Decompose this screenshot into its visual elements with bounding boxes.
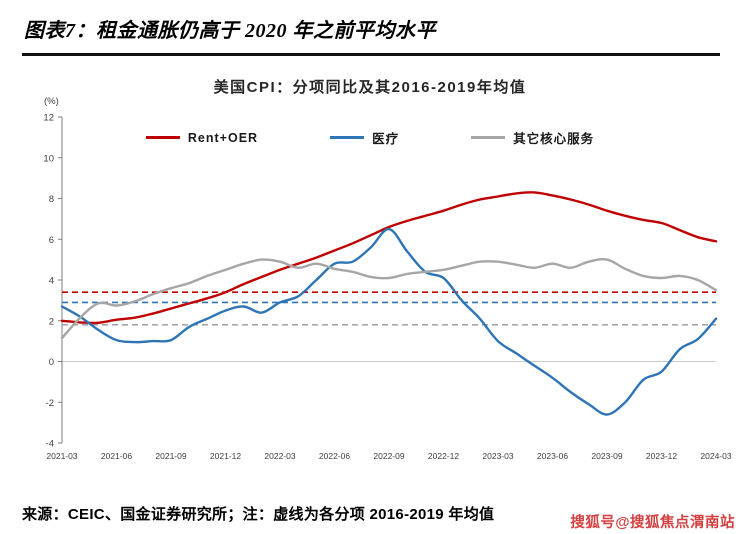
legend-label-medical: 医疗 <box>372 132 400 146</box>
legend-line-swatch-medical <box>330 136 365 139</box>
x-axis-tick-label: 2023-12 <box>646 451 677 461</box>
y-axis-tick-label: 4 <box>49 276 54 287</box>
x-axis-tick-label: 2021-09 <box>155 451 186 461</box>
x-axis-tick-label: 2022-06 <box>319 451 350 461</box>
y-axis-tick-label: 8 <box>49 194 54 205</box>
x-axis-tick-label: 2021-03 <box>46 451 77 461</box>
y-axis-tick-label: 12 <box>43 113 54 124</box>
legend-item-other-core-services: 其它核心服务 <box>471 128 594 147</box>
series-line-medical <box>60 227 718 416</box>
legend-label-rent-oer: Rent+OER <box>187 130 259 145</box>
cpi-chart: 美国CPI：分项同比及其2016-2019年均值 (%) Rent+OER 医疗 其… <box>0 76 740 473</box>
x-axis-tick-label: 2023-09 <box>591 451 622 461</box>
x-axis-tick-label: 2021-12 <box>210 451 241 461</box>
figure-footer: 来源：CEIC、国金证券研究所；注：虚线为各分项 2016-2019 年均值 <box>22 503 720 524</box>
legend-item-rent-oer: Rent+OER <box>145 130 259 145</box>
y-axis-tick-label: -2 <box>46 398 54 409</box>
x-axis-tick-label: 2024-03 <box>700 451 731 461</box>
y-axis-tick-label: 2 <box>49 316 54 327</box>
figure-title: 图表7：租金通胀仍高于 2020 年之前平均水平 <box>24 20 436 42</box>
x-axis-tick-label: 2022-09 <box>373 451 404 461</box>
x-axis-tick-label: 2021-06 <box>101 451 132 461</box>
chart-legend: Rent+OER 医疗 其它核心服务 <box>0 128 740 147</box>
y-axis-unit-label: (%) <box>44 96 59 107</box>
legend-item-medical: 医疗 <box>330 128 399 147</box>
source-note: 来源：CEIC、国金证券研究所；注：虚线为各分项 2016-2019 年均值 <box>22 506 495 523</box>
y-axis-tick-label: 10 <box>43 153 54 164</box>
legend-line-swatch-other-core-services <box>471 136 506 139</box>
series-line-other-core-services <box>60 258 718 340</box>
y-axis-tick-label: 0 <box>49 357 54 368</box>
watermark: 搜狐号@搜狐焦点渭南站 <box>570 515 735 531</box>
y-axis-tick-label: 6 <box>49 235 54 246</box>
x-axis-tick-label: 2022-03 <box>264 451 295 461</box>
series-line-rent-oer <box>60 191 718 325</box>
y-axis-tick-label: -4 <box>46 439 54 450</box>
legend-line-swatch-rent-oer <box>145 136 180 139</box>
x-axis-tick-label: 2023-03 <box>482 451 513 461</box>
figure-header: 图表7：租金通胀仍高于 2020 年之前平均水平 <box>22 10 720 56</box>
legend-label-other-core-services: 其它核心服务 <box>513 132 595 146</box>
x-axis-tick-label: 2023-06 <box>537 451 568 461</box>
x-axis-tick-label: 2022-12 <box>428 451 459 461</box>
chart-title: 美国CPI：分项同比及其2016-2019年均值 <box>213 79 527 96</box>
